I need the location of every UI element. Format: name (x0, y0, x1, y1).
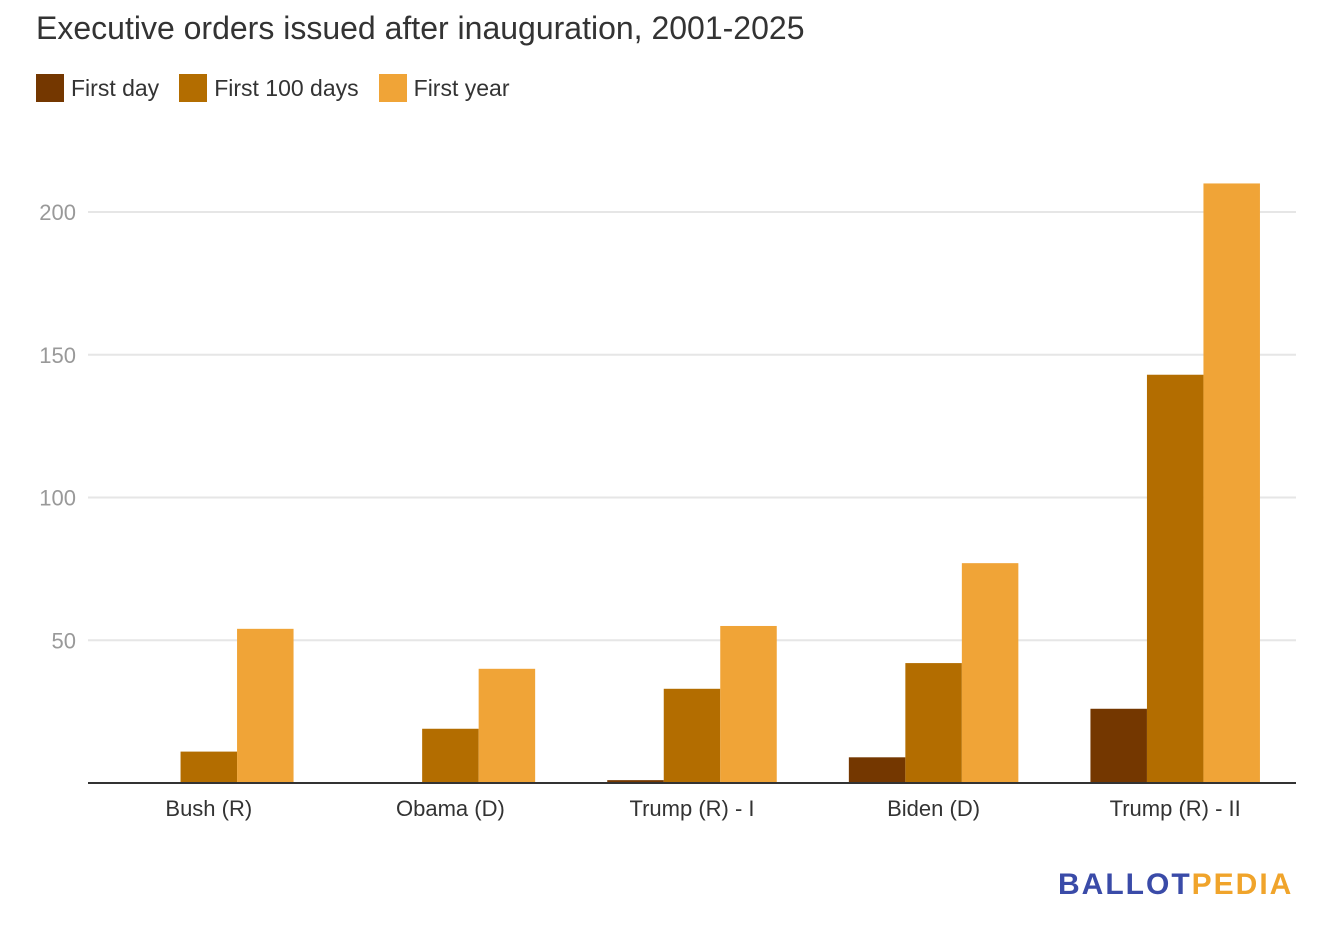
legend-swatch (36, 74, 64, 102)
legend-item: First 100 days (179, 74, 359, 102)
y-tick-label: 200 (39, 200, 76, 225)
x-tick-label: Biden (D) (887, 796, 980, 821)
ballotpedia-logo: BALLOTPEDIA (1058, 868, 1293, 902)
legend-label: First year (413, 74, 510, 101)
y-tick-label: 150 (39, 343, 76, 368)
legend-label: First 100 days (214, 74, 359, 101)
logo-part2: PEDIA (1191, 868, 1294, 901)
bar-first-day (607, 780, 664, 783)
legend-item: First day (36, 74, 159, 102)
logo-part1: BALLOT (1058, 868, 1192, 901)
y-tick-label: 50 (52, 628, 76, 653)
bar-first-year (237, 628, 294, 783)
bar-first-100-days (663, 688, 721, 783)
x-tick-label: Bush (R) (165, 796, 252, 821)
bar-first-year (961, 563, 1019, 783)
bar-chart: 50 100 150 200 Bush (R) Obama (D) Trump (R) - … (39, 183, 1296, 821)
x-tick-label: Trump (R) - I (629, 796, 754, 821)
legend-swatch (378, 74, 407, 102)
chart-title: Executive orders issued after inaugurati… (36, 10, 805, 46)
bar-first-year (1203, 183, 1260, 783)
legend-item: First year (378, 74, 510, 102)
bar-first-year (478, 668, 536, 783)
legend-label: First day (71, 74, 160, 101)
bar-first-100-days (422, 728, 479, 783)
x-tick-label: Obama (D) (396, 796, 505, 821)
legend-swatch (179, 74, 208, 102)
bar-first-year (720, 625, 777, 783)
bar-first-100-days (905, 663, 962, 783)
bar-first-day (1090, 708, 1147, 783)
x-tick-label: Trump (R) - II (1110, 796, 1241, 821)
bar-first-100-days (180, 751, 238, 783)
bar-first-100-days (1146, 374, 1204, 783)
legend: First day First 100 days First year (36, 74, 509, 102)
bar-first-day (848, 757, 906, 783)
y-tick-label: 100 (39, 486, 76, 511)
